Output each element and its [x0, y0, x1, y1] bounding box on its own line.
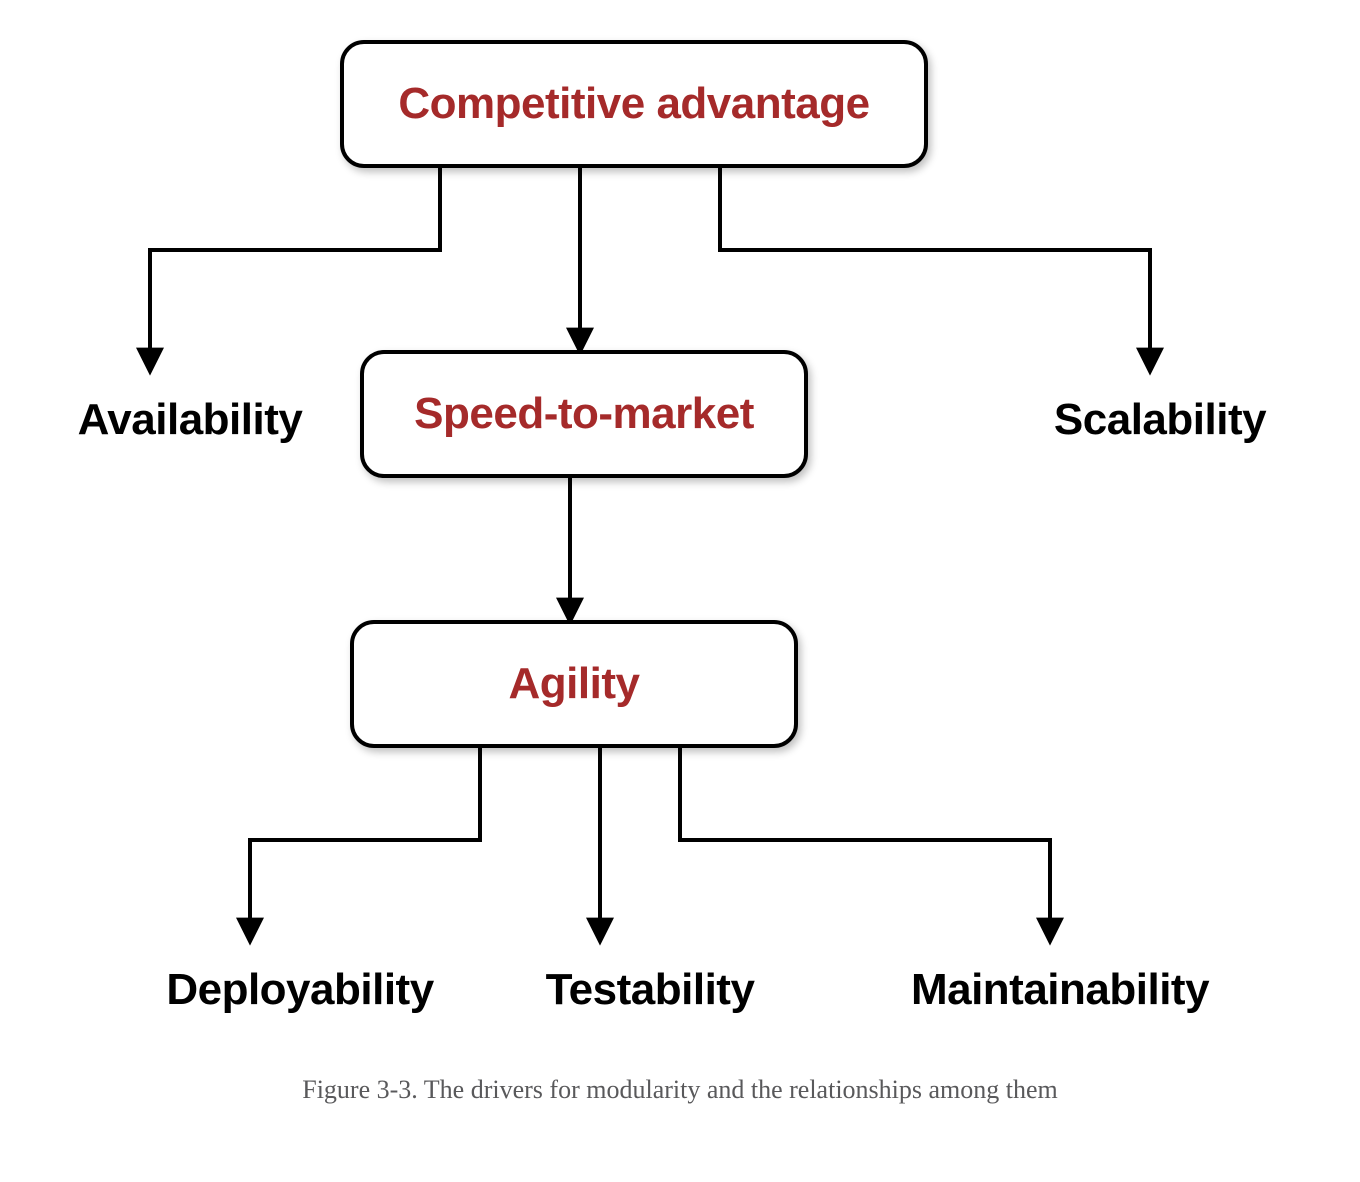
- edge-agility-maintain: [680, 740, 1050, 940]
- node-agility: Agility: [350, 620, 798, 748]
- node-competitive: Competitive advantage: [340, 40, 928, 168]
- edge-competitive-scalability: [720, 160, 1150, 370]
- node-availability: Availability: [50, 390, 330, 450]
- node-speed: Speed-to-market: [360, 350, 808, 478]
- diagram-canvas: Figure 3-3. The drivers for modularity a…: [0, 0, 1360, 1182]
- node-maintain: Maintainability: [870, 960, 1250, 1020]
- edge-agility-deploy: [250, 740, 480, 940]
- node-test: Testability: [520, 960, 780, 1020]
- edge-competitive-availability: [150, 160, 440, 370]
- node-scalability: Scalability: [1030, 390, 1290, 450]
- figure-caption: Figure 3-3. The drivers for modularity a…: [0, 1075, 1360, 1105]
- node-deploy: Deployability: [130, 960, 470, 1020]
